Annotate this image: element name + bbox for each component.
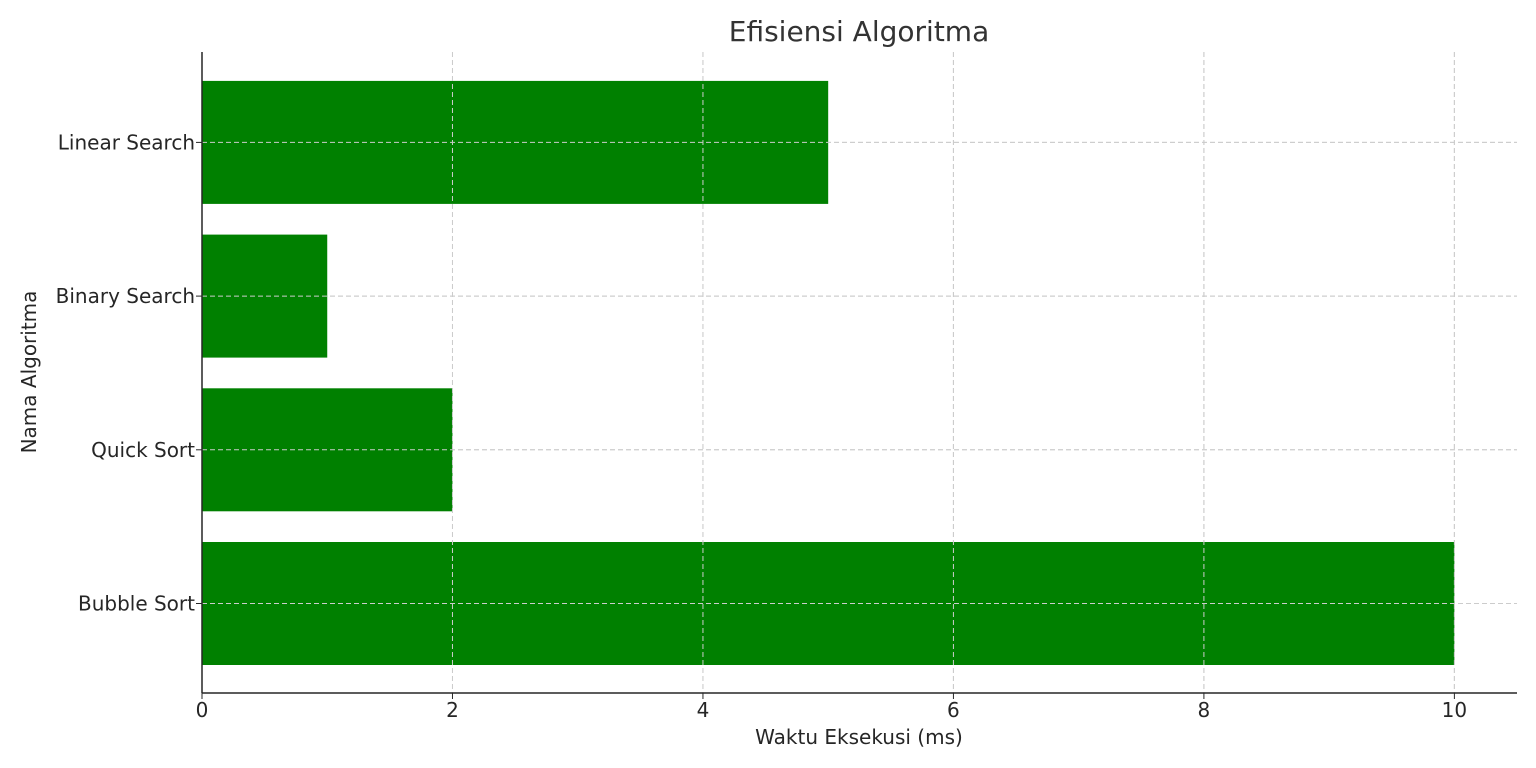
y-tick-layer: Bubble Sort Quick Sort Binary Search Linear…	[56, 130, 202, 616]
x-axis-label: Waktu Eksekusi (ms)	[755, 725, 963, 749]
y-tick-label: Quick Sort	[91, 438, 195, 462]
grid-overlay	[202, 52, 1517, 693]
axis-layer	[201, 52, 1517, 694]
y-axis-label: Nama Algoritma	[17, 291, 41, 454]
x-tick-layer: 0 2 4 6 8 10	[196, 693, 1467, 722]
x-tick-label: 2	[446, 698, 459, 722]
x-tick-label: 0	[196, 698, 209, 722]
x-tick-label: 6	[947, 698, 960, 722]
x-tick-label: 8	[1198, 698, 1211, 722]
x-tick-label: 10	[1442, 698, 1467, 722]
y-tick-label: Linear Search	[58, 130, 195, 154]
y-tick-label: Binary Search	[56, 284, 195, 308]
y-tick-label: Bubble Sort	[78, 592, 195, 616]
bar-layer	[202, 52, 1517, 693]
x-tick-label: 4	[697, 698, 710, 722]
chart-title: Efisiensi Algoritma	[729, 15, 989, 48]
